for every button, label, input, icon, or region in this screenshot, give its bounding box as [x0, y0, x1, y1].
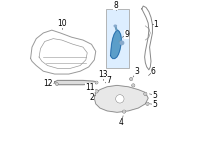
Circle shape [95, 90, 98, 93]
Text: 10: 10 [58, 19, 67, 27]
Circle shape [133, 85, 134, 86]
Ellipse shape [116, 95, 124, 103]
Circle shape [132, 84, 135, 87]
Circle shape [130, 78, 132, 80]
Circle shape [96, 91, 97, 92]
Text: 8: 8 [113, 1, 118, 10]
Polygon shape [94, 85, 148, 112]
Text: 5: 5 [152, 100, 157, 109]
Circle shape [123, 111, 125, 112]
Text: 11: 11 [85, 83, 95, 92]
Circle shape [147, 103, 148, 105]
Text: 4: 4 [119, 118, 124, 127]
Text: 6: 6 [151, 67, 156, 76]
Polygon shape [111, 30, 121, 59]
Ellipse shape [114, 25, 116, 27]
Text: 13: 13 [98, 70, 108, 78]
Circle shape [95, 81, 98, 84]
Text: 1: 1 [154, 20, 158, 29]
Bar [106, 9, 129, 68]
Circle shape [55, 83, 58, 85]
Circle shape [145, 93, 146, 95]
Circle shape [56, 83, 57, 85]
Text: 12: 12 [44, 80, 53, 88]
Circle shape [130, 77, 133, 81]
Circle shape [123, 110, 126, 113]
Text: 2: 2 [89, 93, 94, 102]
Circle shape [96, 82, 97, 83]
Text: 7: 7 [106, 76, 111, 85]
Circle shape [144, 92, 147, 95]
Polygon shape [55, 80, 97, 85]
Text: 9: 9 [124, 30, 129, 39]
Circle shape [120, 41, 124, 45]
Text: 5: 5 [152, 91, 157, 100]
Circle shape [146, 102, 149, 105]
Text: 3: 3 [134, 67, 139, 76]
